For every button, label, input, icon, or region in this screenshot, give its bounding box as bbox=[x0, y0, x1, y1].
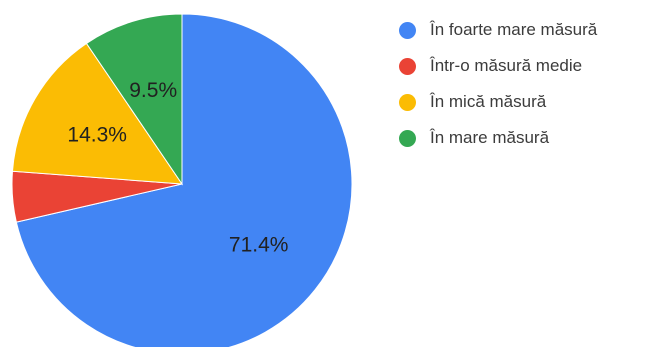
legend-label-3: În mare măsură bbox=[430, 128, 550, 147]
legend-label-1: Într-o măsură medie bbox=[430, 56, 583, 75]
slice-label-3: 9.5% bbox=[129, 79, 177, 102]
legend-item-0: În foarte mare măsură bbox=[399, 12, 597, 48]
chart-legend: În foarte mare măsură Într-o măsură medie… bbox=[399, 12, 597, 156]
legend-label-2: În mică măsură bbox=[430, 92, 547, 111]
legend-label-0: În foarte mare măsură bbox=[430, 20, 598, 39]
legend-swatch-1 bbox=[399, 57, 416, 75]
pie-slice-0 bbox=[15, 13, 353, 347]
legend-item-1: Într-o măsură medie bbox=[399, 48, 597, 84]
pie-slice-3 bbox=[85, 13, 183, 186]
pie-slice-2 bbox=[11, 42, 183, 185]
slice-label-2: 14.3% bbox=[67, 123, 127, 146]
legend-swatch-2 bbox=[399, 93, 416, 111]
legend-swatch-3 bbox=[399, 129, 416, 147]
slice-label-0: 71.4% bbox=[229, 234, 289, 257]
legend-item-2: În mică măsură bbox=[399, 84, 597, 120]
legend-item-3: În mare măsură bbox=[399, 120, 597, 156]
legend-swatch-0 bbox=[399, 21, 416, 39]
pie-slices bbox=[11, 13, 353, 347]
pie-slice-labels: 71.4% 14.3%9.5% bbox=[67, 79, 288, 257]
